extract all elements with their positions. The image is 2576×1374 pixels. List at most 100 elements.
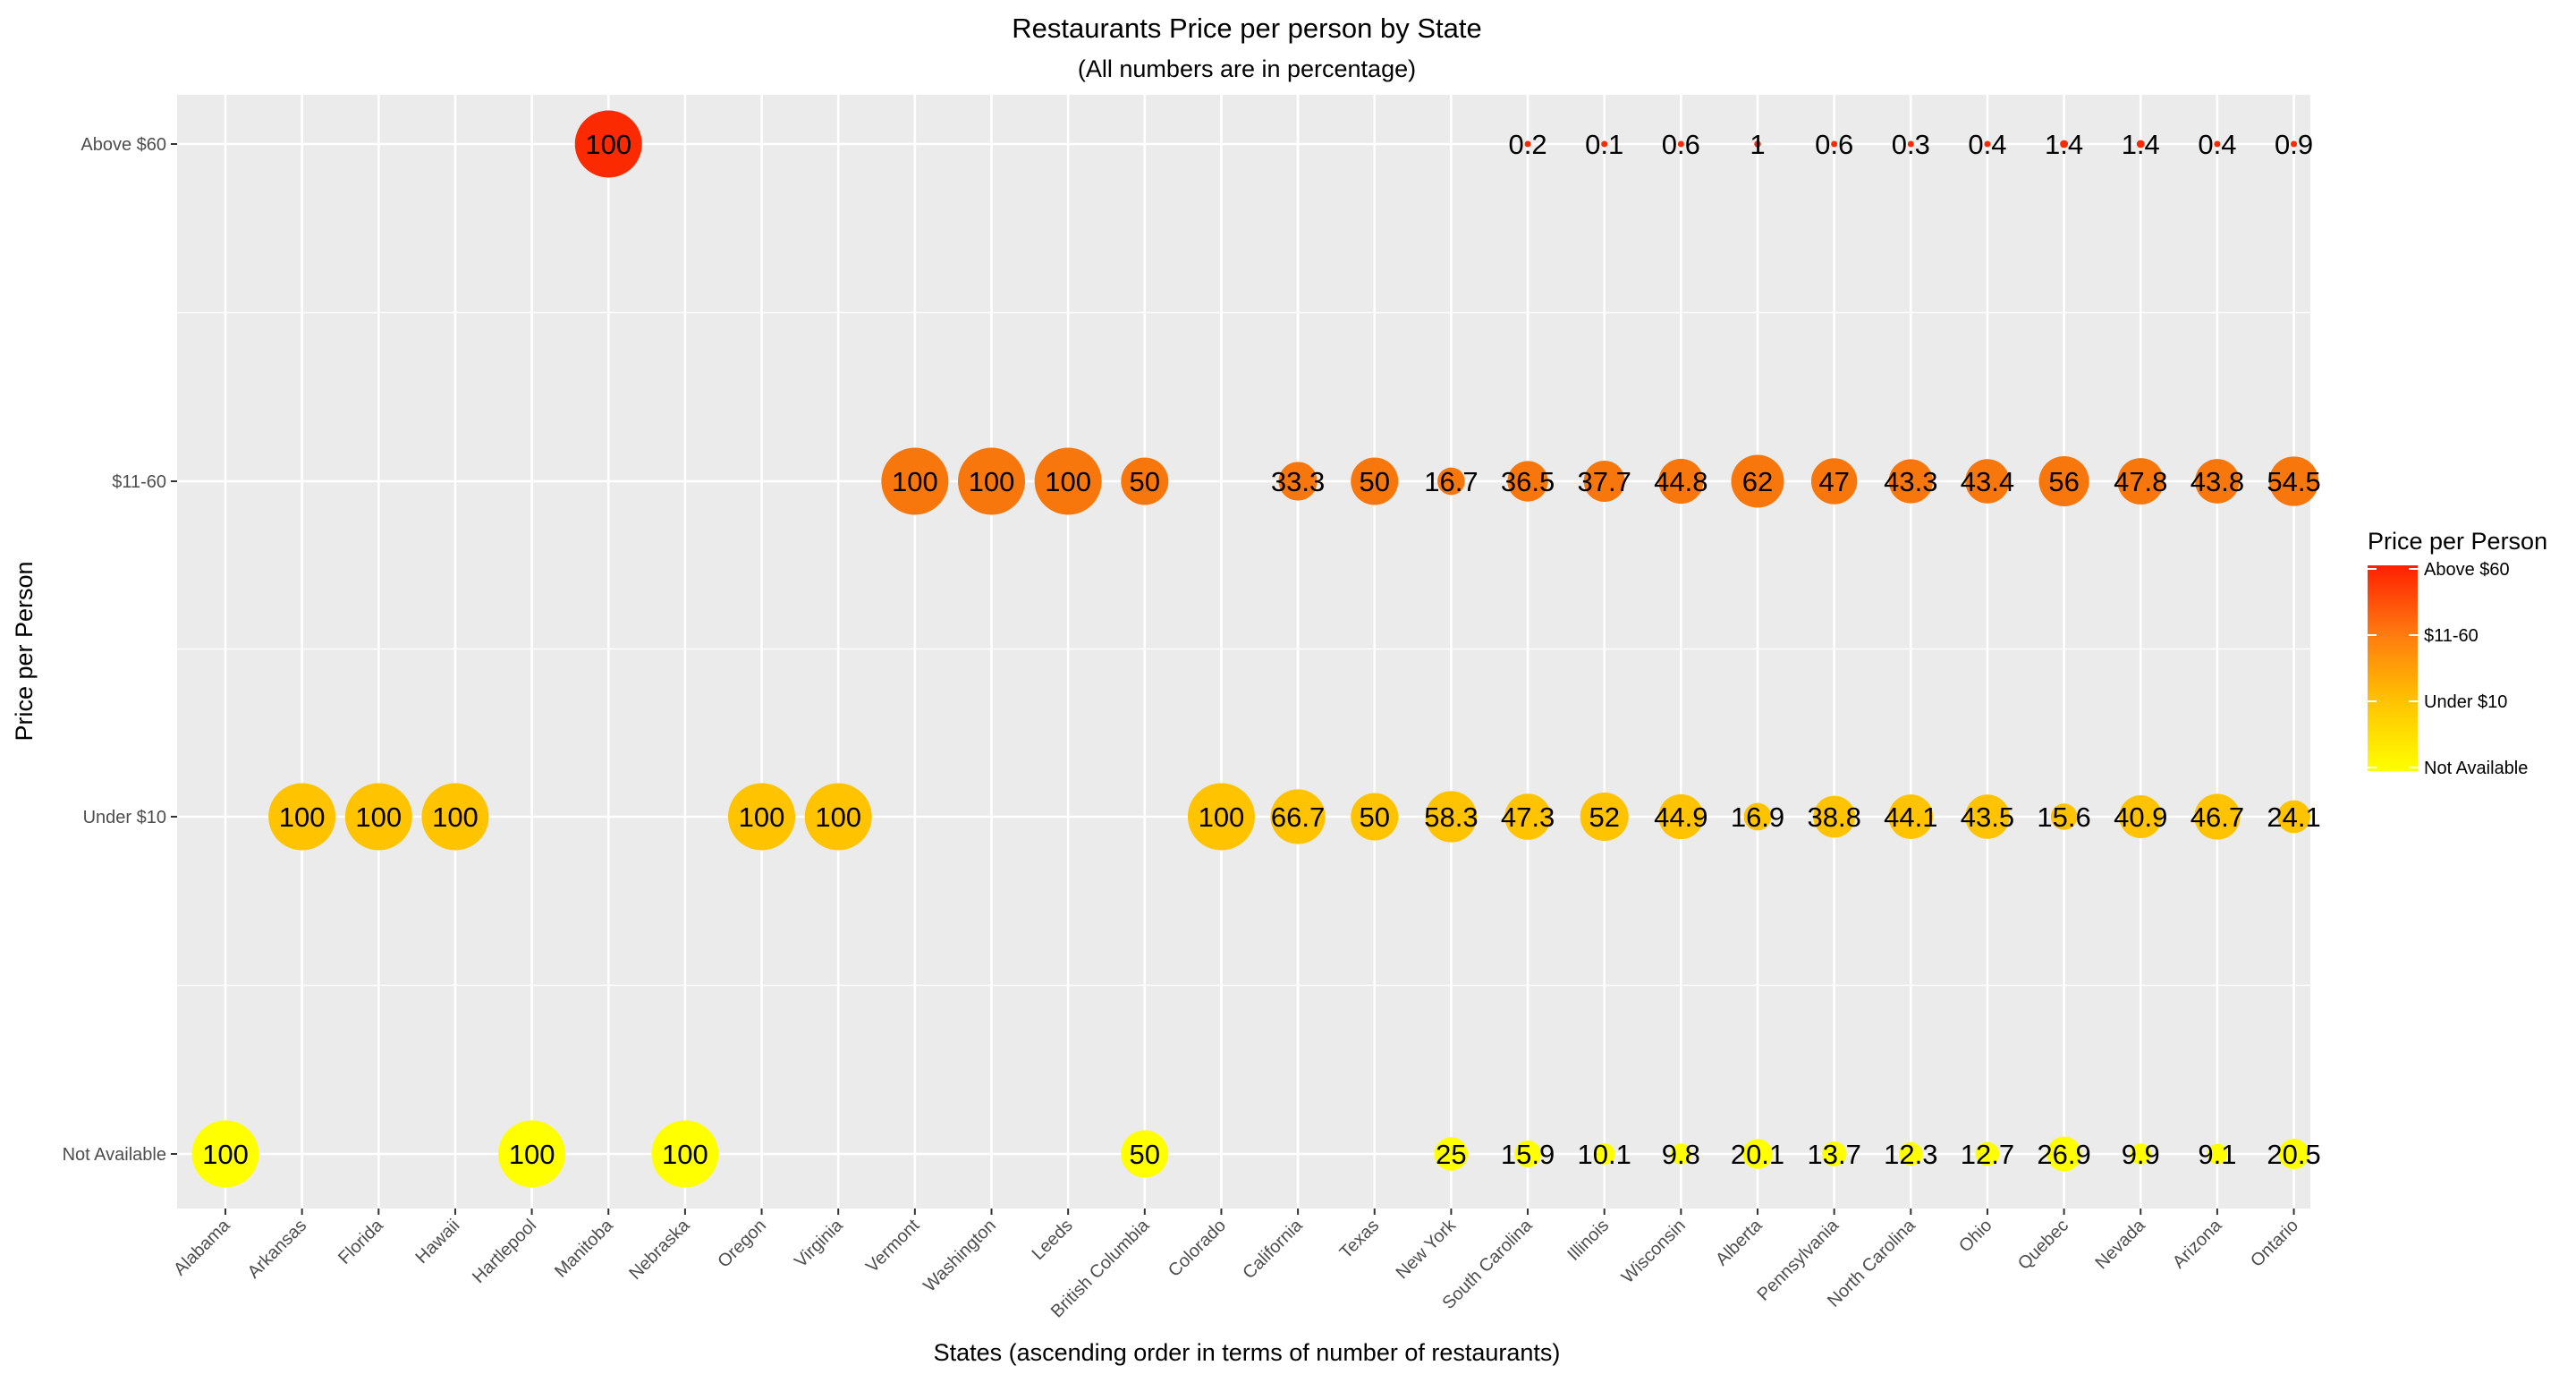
data-point: [2119, 795, 2163, 838]
x-tick-label: Arizona: [2169, 1215, 2226, 1272]
plot-panel: [177, 95, 2310, 1209]
legend-label: Under $10: [2424, 692, 2507, 712]
data-label: 50: [1360, 802, 1390, 833]
data-point: [1677, 140, 1684, 148]
data-point: [1504, 793, 1551, 840]
data-point: [1425, 791, 1478, 843]
data-label: 9.8: [1662, 1139, 1700, 1170]
data-label: 46.7: [2190, 802, 2244, 833]
data-label: 25: [1436, 1139, 1466, 1170]
x-tick-label: California: [1239, 1215, 1307, 1283]
data-label: 44.8: [1654, 466, 1707, 497]
legend-label: Above $60: [2424, 560, 2510, 580]
legend-labels: Above $60 $11-60 Under $10 Not Available: [2368, 560, 2528, 778]
data-label: 33.3: [1271, 466, 1325, 497]
data-label: 44.9: [1654, 802, 1707, 833]
data-label: 1.4: [2045, 129, 2083, 160]
chart-title: Restaurants Price per person by State: [1012, 13, 1482, 44]
data-point: [1731, 454, 1784, 508]
x-tick-label: Leeds: [1029, 1216, 1077, 1264]
data-label: 10.1: [1578, 1139, 1631, 1170]
data-label: 47: [1818, 466, 1849, 497]
y-tick-label: Not Available: [63, 1145, 166, 1165]
data-label: 100: [202, 1139, 249, 1170]
data-point: [1907, 140, 1914, 148]
data-point: [1524, 140, 1531, 148]
data-point: [2277, 800, 2310, 834]
data-point: [1821, 1141, 1847, 1166]
data-label: 38.8: [1807, 802, 1860, 833]
x-tick-label: Oregon: [714, 1216, 770, 1272]
data-label: 26.9: [2037, 1139, 2090, 1170]
data-label: 43.5: [1961, 802, 2014, 833]
data-point: [2268, 456, 2319, 506]
data-label: 40.9: [2114, 802, 2167, 833]
data-label: 24.1: [2267, 802, 2320, 833]
data-label: 50: [1360, 466, 1390, 497]
data-point: [2050, 803, 2078, 830]
x-tick-label: Texas: [1336, 1216, 1384, 1263]
data-label: 37.7: [1578, 466, 1631, 497]
x-tick-label: Manitoba: [551, 1215, 617, 1281]
data-label: 50: [1130, 466, 1160, 497]
data-point: [268, 783, 336, 851]
data-point: [1507, 461, 1548, 502]
x-tick-label: Nevada: [2091, 1215, 2149, 1273]
data-point: [728, 783, 796, 851]
legend-label: $11-60: [2424, 626, 2479, 646]
data-point: [958, 447, 1025, 515]
data-label: 1: [1750, 129, 1765, 160]
data-point: [1121, 1130, 1169, 1178]
data-label: 15.6: [2037, 802, 2090, 833]
legend-color-bar: [2368, 565, 2418, 771]
data-point: [1514, 1141, 1542, 1167]
data-label: 0.3: [1892, 129, 1930, 160]
x-tick-label: Alberta: [1712, 1215, 1767, 1269]
data-label: 100: [585, 129, 631, 160]
data-label: 20.5: [2267, 1139, 2320, 1170]
data-label: 58.3: [1424, 802, 1478, 833]
data-label: 9.9: [2122, 1139, 2160, 1170]
data-label: 15.9: [1501, 1139, 1555, 1170]
data-label: 100: [1045, 466, 1091, 497]
data-points: [191, 110, 2319, 1188]
data-label: 100: [509, 1139, 555, 1170]
y-axis-title: Price per Person: [11, 561, 38, 741]
data-point: [1831, 140, 1838, 148]
data-label: 100: [892, 466, 938, 497]
data-point: [574, 110, 642, 178]
x-tick-label: Nebraska: [625, 1215, 694, 1284]
data-label: 43.8: [2190, 466, 2244, 497]
data-point: [1593, 1143, 1615, 1165]
data-point: [1658, 793, 1704, 840]
x-axis-ticks: Alabama Arkansas Florida Hawaii Hartlepool Ma…: [170, 1209, 2302, 1321]
data-point: [2136, 140, 2145, 148]
data-point: [344, 783, 412, 851]
data-point: [1813, 795, 1856, 838]
data-label: 100: [969, 466, 1015, 497]
data-point: [2060, 140, 2069, 148]
data-label: 100: [739, 802, 785, 833]
y-tick-label: Above $60: [80, 135, 166, 155]
data-point: [651, 1120, 719, 1188]
data-point: [1034, 447, 1102, 515]
data-label: 100: [279, 802, 326, 833]
data-point: [1888, 459, 1933, 504]
x-tick-label: Quebec: [2014, 1216, 2072, 1274]
x-tick-label: Arkansas: [244, 1216, 311, 1283]
data-point: [1278, 462, 1318, 501]
data-label: 0.9: [2275, 129, 2313, 160]
x-tick-label: Illinois: [1563, 1216, 1613, 1265]
data-point: [1121, 457, 1169, 505]
data-label: 47.3: [1501, 802, 1555, 833]
grid-lines: [177, 95, 2310, 1209]
data-label: 9.1: [2198, 1139, 2236, 1170]
x-tick-label: New York: [1393, 1215, 1461, 1283]
y-tick-label: $11-60: [112, 472, 166, 492]
data-label: 52: [1589, 802, 1619, 833]
data-point: [2117, 458, 2165, 505]
data-label: 47.8: [2114, 466, 2167, 497]
data-point: [1601, 140, 1608, 148]
data-label: 54.5: [2267, 466, 2320, 497]
legend-label: Not Available: [2424, 759, 2528, 778]
